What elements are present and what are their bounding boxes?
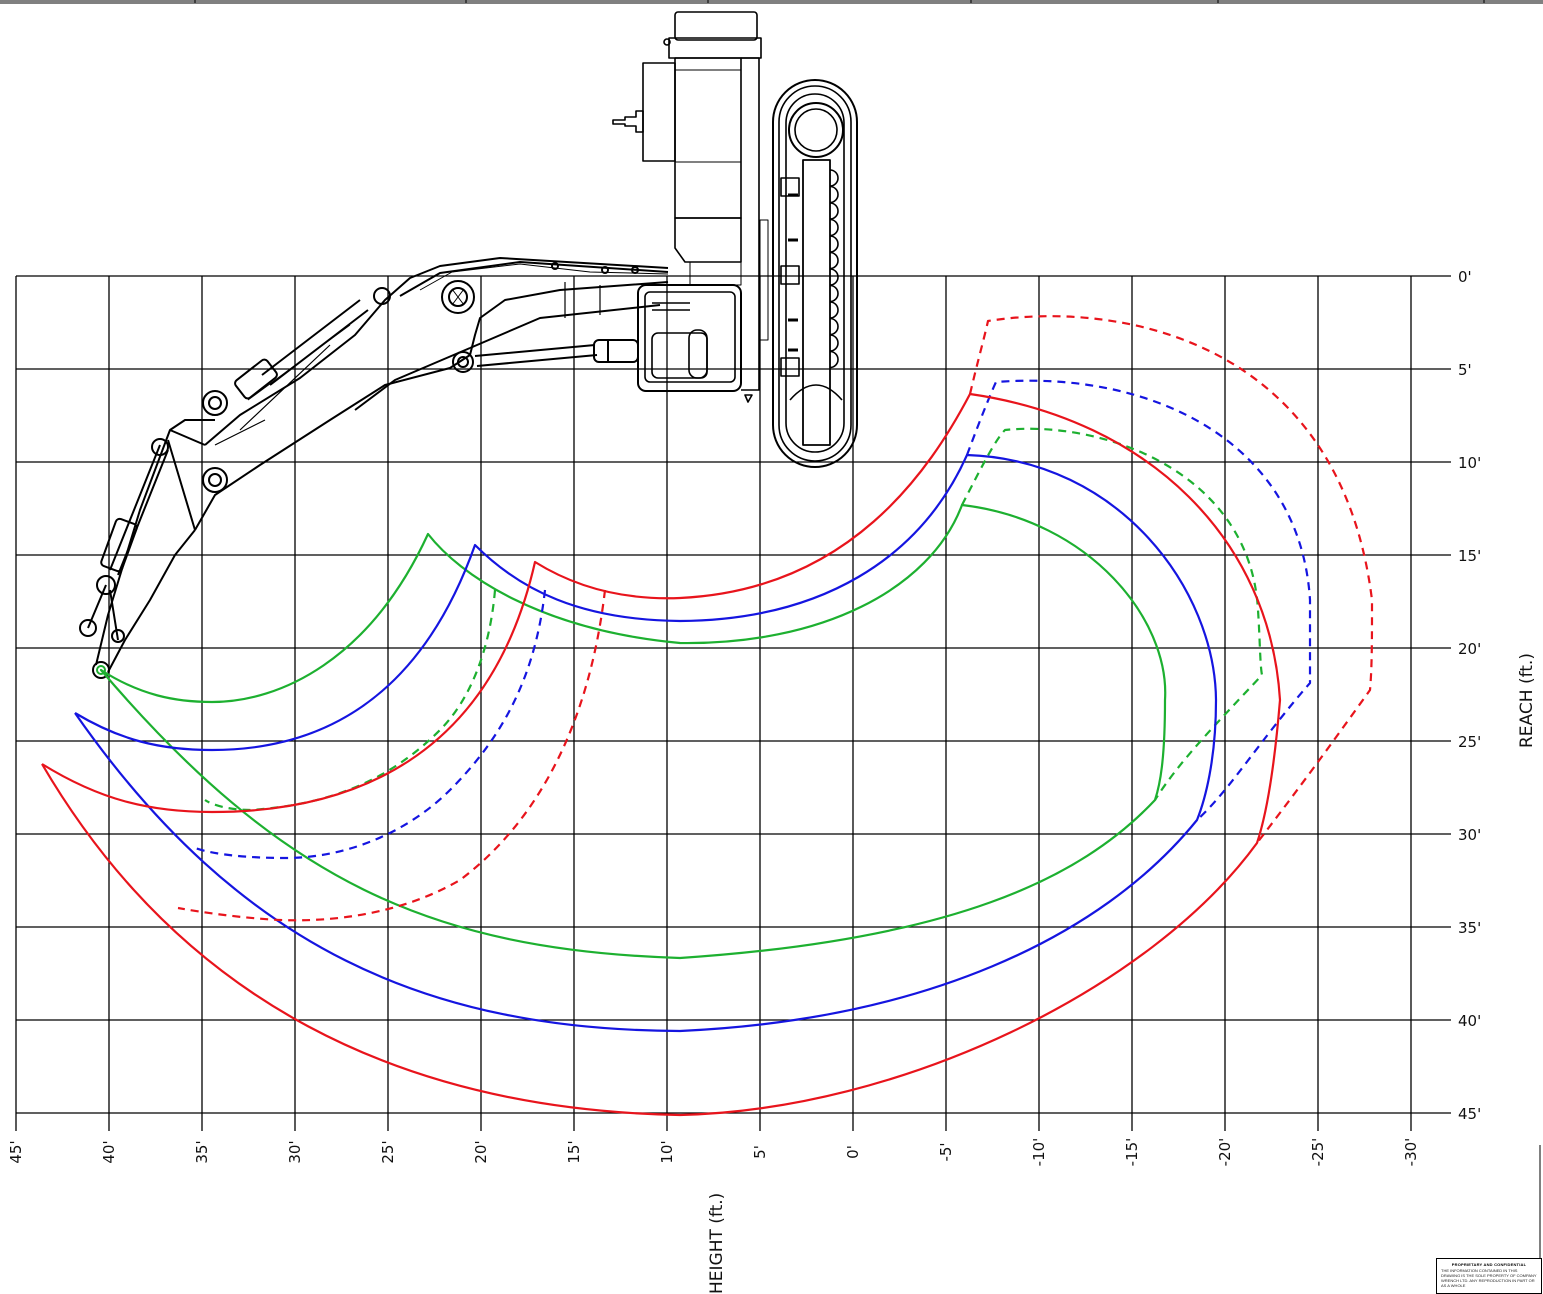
track-roller: [829, 218, 839, 237]
proprietary-notice: PROPRIETARY AND CONFIDENTIAL THE INFORMA…: [1436, 1258, 1542, 1294]
height-tick-label: 20': [472, 1140, 490, 1163]
height-tick-label: -30': [1402, 1138, 1420, 1167]
upper-structure: [612, 11, 769, 391]
track-roller: [829, 251, 839, 270]
height-tick-label: -5': [937, 1142, 955, 1161]
height-tick-label: -10': [1030, 1138, 1048, 1167]
track-roller: [829, 350, 839, 369]
crawler-track: [772, 79, 858, 468]
boom: [194, 257, 669, 531]
envelope-green-solid: [99, 503, 1167, 960]
chart-grid: [15, 275, 1451, 1131]
reach-tick-label: 15': [1458, 547, 1481, 565]
track-rollers: [829, 169, 839, 369]
reach-tick-label: 45': [1458, 1105, 1481, 1123]
envelope-blue-dashed: [194, 379, 1312, 860]
height-tick-label: -15': [1123, 1138, 1141, 1167]
track-roller: [829, 268, 839, 286]
height-tick-label: -20': [1216, 1138, 1234, 1167]
track-roller: [829, 284, 839, 303]
excavator-icon: [79, 11, 858, 679]
reach-axis-title: REACH (ft.): [1517, 653, 1537, 748]
envelope-blue-solid: [74, 453, 1218, 1033]
envelope-red-solid: [41, 392, 1282, 1117]
height-tick-label: 5': [751, 1145, 769, 1159]
height-tick-labels: 45' 40' 35' 30' 25' 20' 15' 10' 5' 0' -5' -10' -15' -…: [7, 1138, 1420, 1167]
track-roller: [829, 202, 839, 220]
reach-tick-label: 20': [1458, 640, 1481, 658]
notice-text: THE INFORMATION CONTAINED IN THIS DRAWIN…: [1441, 1268, 1537, 1288]
reach-tick-label: 30': [1458, 826, 1481, 844]
track-roller: [829, 334, 839, 352]
track-roller: [829, 301, 839, 319]
track-roller: [829, 317, 839, 336]
reach-tick-label: 10': [1458, 454, 1481, 472]
envelope-red-dashed: [177, 315, 1374, 922]
operator-cab: [637, 284, 753, 403]
working-range-envelopes: [41, 315, 1374, 1117]
height-tick-label: 30': [286, 1140, 304, 1163]
track-roller: [829, 185, 839, 204]
height-tick-label: 45': [7, 1140, 25, 1163]
reach-tick-label: 5': [1458, 361, 1472, 379]
track-roller: [829, 235, 839, 253]
notice-heading: PROPRIETARY AND CONFIDENTIAL: [1451, 1262, 1527, 1267]
reach-tick-label: 35': [1458, 919, 1481, 937]
track-roller: [829, 169, 839, 187]
reach-tick-label: 25': [1458, 733, 1481, 751]
height-tick-label: 10': [658, 1140, 676, 1163]
reach-tick-label: 0': [1458, 268, 1472, 286]
height-tick-label: -25': [1309, 1138, 1327, 1167]
height-tick-label: 15': [565, 1140, 583, 1163]
arm: [79, 287, 391, 679]
height-tick-label: 25': [379, 1140, 397, 1163]
height-axis-title: HEIGHT (ft.): [707, 1193, 727, 1294]
reach-tick-labels: 0' 5' 10' 15' 20' 25' 30' 35' 40' 45': [1458, 268, 1481, 1123]
height-tick-label: 0': [844, 1145, 862, 1159]
reach-tick-label: 40': [1458, 1012, 1481, 1030]
height-tick-label: 35': [193, 1140, 211, 1163]
envelope-green-dashed: [204, 427, 1264, 812]
height-tick-label: 40': [100, 1140, 118, 1163]
